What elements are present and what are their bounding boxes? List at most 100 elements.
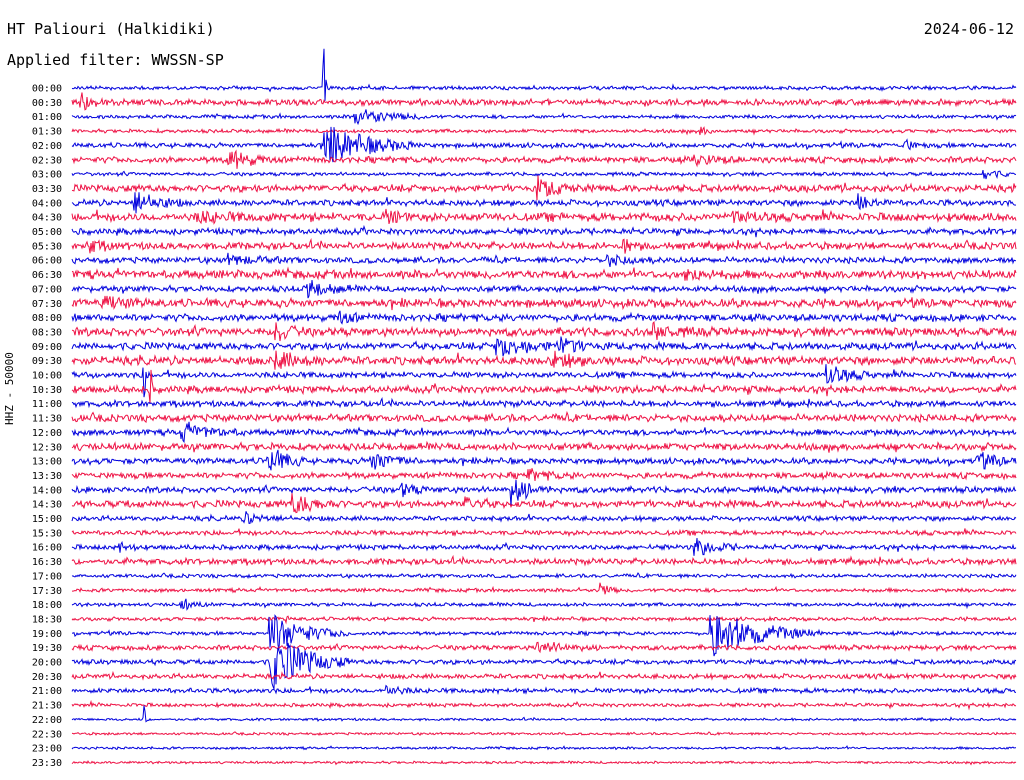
tick-label-2030: 20:30 bbox=[32, 672, 62, 683]
trace-row-2330 bbox=[71, 760, 1017, 766]
tick-label-1230: 12:30 bbox=[32, 442, 62, 453]
trace-row-1800 bbox=[71, 598, 1017, 611]
trace-row-0700 bbox=[71, 279, 1017, 299]
tick-label-0030: 00:30 bbox=[32, 98, 62, 109]
tick-label-2000: 20:00 bbox=[32, 658, 62, 669]
tick-label-0230: 02:30 bbox=[32, 155, 62, 166]
tick-label-2130: 21:30 bbox=[32, 701, 62, 712]
tick-label-1800: 18:00 bbox=[32, 600, 62, 611]
filter-label: Applied filter: WWSSN-SP bbox=[7, 51, 224, 69]
trace-row-1730 bbox=[72, 582, 1017, 595]
tick-label-1200: 12:00 bbox=[32, 428, 62, 439]
tick-label-0400: 04:00 bbox=[32, 198, 62, 209]
tick-label-1500: 15:00 bbox=[32, 514, 62, 525]
tick-label-group: 00:00 00:30 01:00 01:30 02:00 02:30 03:00 03:30… bbox=[32, 84, 62, 769]
tick-label-0300: 03:00 bbox=[32, 170, 62, 181]
trace-row-0400 bbox=[71, 192, 1017, 214]
tick-label-0130: 01:30 bbox=[32, 127, 62, 138]
trace-row-1300 bbox=[71, 449, 1017, 471]
tick-label-0330: 03:30 bbox=[32, 184, 62, 195]
station-title: HT Paliouri (Halkidiki) bbox=[7, 20, 215, 38]
trace-row-0830 bbox=[71, 320, 1017, 342]
trace-row-2030 bbox=[71, 670, 1017, 681]
tick-label-1900: 19:00 bbox=[32, 629, 62, 640]
trace-row-0800 bbox=[71, 310, 1017, 325]
tick-label-2300: 23:00 bbox=[32, 744, 62, 755]
trace-row-0030 bbox=[71, 92, 1017, 111]
trace-row-0730 bbox=[71, 295, 1017, 312]
trace-row-2200 bbox=[71, 705, 1017, 723]
trace-row-1200 bbox=[71, 421, 1017, 444]
tick-label-1130: 11:30 bbox=[32, 414, 62, 425]
trace-row-0230 bbox=[71, 149, 1017, 169]
trace-row-0500 bbox=[71, 224, 1017, 238]
trace-row-0300 bbox=[71, 169, 1016, 180]
trace-row-0430 bbox=[71, 208, 1017, 225]
tick-label-0500: 05:00 bbox=[32, 227, 62, 238]
tick-label-1100: 11:00 bbox=[32, 399, 62, 410]
trace-row-1830 bbox=[71, 614, 1017, 625]
trace-row-1100 bbox=[71, 396, 1017, 409]
tick-label-1630: 16:30 bbox=[32, 557, 62, 568]
trace-row-1600 bbox=[71, 538, 1017, 556]
trace-row-0530 bbox=[71, 237, 1017, 254]
trace-row-0100 bbox=[71, 109, 1017, 126]
tick-label-1430: 14:30 bbox=[32, 500, 62, 511]
tick-label-0900: 09:00 bbox=[32, 342, 62, 353]
date-label: 2024-06-12 bbox=[923, 20, 1014, 38]
tick-label-0700: 07:00 bbox=[32, 284, 62, 295]
tick-label-1330: 13:30 bbox=[32, 471, 62, 482]
tick-label-0830: 08:30 bbox=[32, 327, 62, 338]
trace-row-2000 bbox=[71, 642, 1017, 690]
trace-row-1530 bbox=[71, 528, 1017, 538]
tick-label-0930: 09:30 bbox=[32, 356, 62, 367]
trace-row-1700 bbox=[71, 572, 1017, 580]
tick-label-1030: 10:30 bbox=[32, 385, 62, 396]
tick-label-0600: 06:00 bbox=[32, 256, 62, 267]
tick-label-0730: 07:30 bbox=[32, 299, 62, 310]
trace-row-0330 bbox=[71, 175, 1017, 201]
tick-label-1930: 19:30 bbox=[32, 643, 62, 654]
trace-row-1000 bbox=[71, 364, 1017, 398]
tick-label-1830: 18:30 bbox=[32, 614, 62, 625]
trace-row-0130 bbox=[71, 126, 1017, 136]
trace-row-2230 bbox=[71, 731, 1017, 737]
tick-label-2230: 22:30 bbox=[32, 729, 62, 740]
trace-row-1230 bbox=[71, 440, 1017, 453]
trace-row-1900 bbox=[72, 614, 1017, 657]
trace-row-1330 bbox=[71, 468, 1017, 481]
tick-label-0430: 04:30 bbox=[32, 213, 62, 224]
trace-row-0600 bbox=[71, 252, 1017, 268]
trace-row-1030 bbox=[71, 369, 1017, 404]
tick-label-1730: 17:30 bbox=[32, 586, 62, 597]
tick-label-0530: 05:30 bbox=[32, 241, 62, 252]
tick-label-1400: 14:00 bbox=[32, 485, 62, 496]
tick-label-0000: 00:00 bbox=[32, 84, 62, 95]
trace-row-0200 bbox=[71, 126, 1017, 163]
trace-row-2130 bbox=[71, 699, 1017, 711]
trace-row-2300 bbox=[71, 745, 1016, 751]
trace-row-1400 bbox=[71, 479, 1017, 507]
trace-row-1500 bbox=[71, 511, 1017, 524]
trace-row-2100 bbox=[71, 684, 1016, 695]
tick-label-1000: 10:00 bbox=[32, 371, 62, 382]
tick-label-1600: 16:00 bbox=[32, 543, 62, 554]
trace-row-0930 bbox=[71, 350, 1017, 370]
tick-label-0100: 01:00 bbox=[32, 112, 62, 123]
trace-row-1930 bbox=[71, 641, 1017, 654]
tick-label-1700: 17:00 bbox=[32, 571, 62, 582]
tick-label-2200: 22:00 bbox=[32, 715, 62, 726]
trace-group bbox=[71, 48, 1017, 766]
tick-label-1300: 13:00 bbox=[32, 457, 62, 468]
trace-row-0630 bbox=[71, 266, 1017, 282]
tick-label-2100: 21:00 bbox=[32, 686, 62, 697]
tick-label-0800: 08:00 bbox=[32, 313, 62, 324]
trace-row-0000 bbox=[71, 48, 1017, 101]
tick-label-2330: 23:30 bbox=[32, 758, 62, 769]
trace-row-1430 bbox=[71, 493, 1017, 514]
tick-label-0200: 02:00 bbox=[32, 141, 62, 152]
trace-row-1130 bbox=[71, 410, 1017, 424]
trace-row-0900 bbox=[71, 336, 1017, 357]
tick-label-0630: 06:30 bbox=[32, 270, 62, 281]
